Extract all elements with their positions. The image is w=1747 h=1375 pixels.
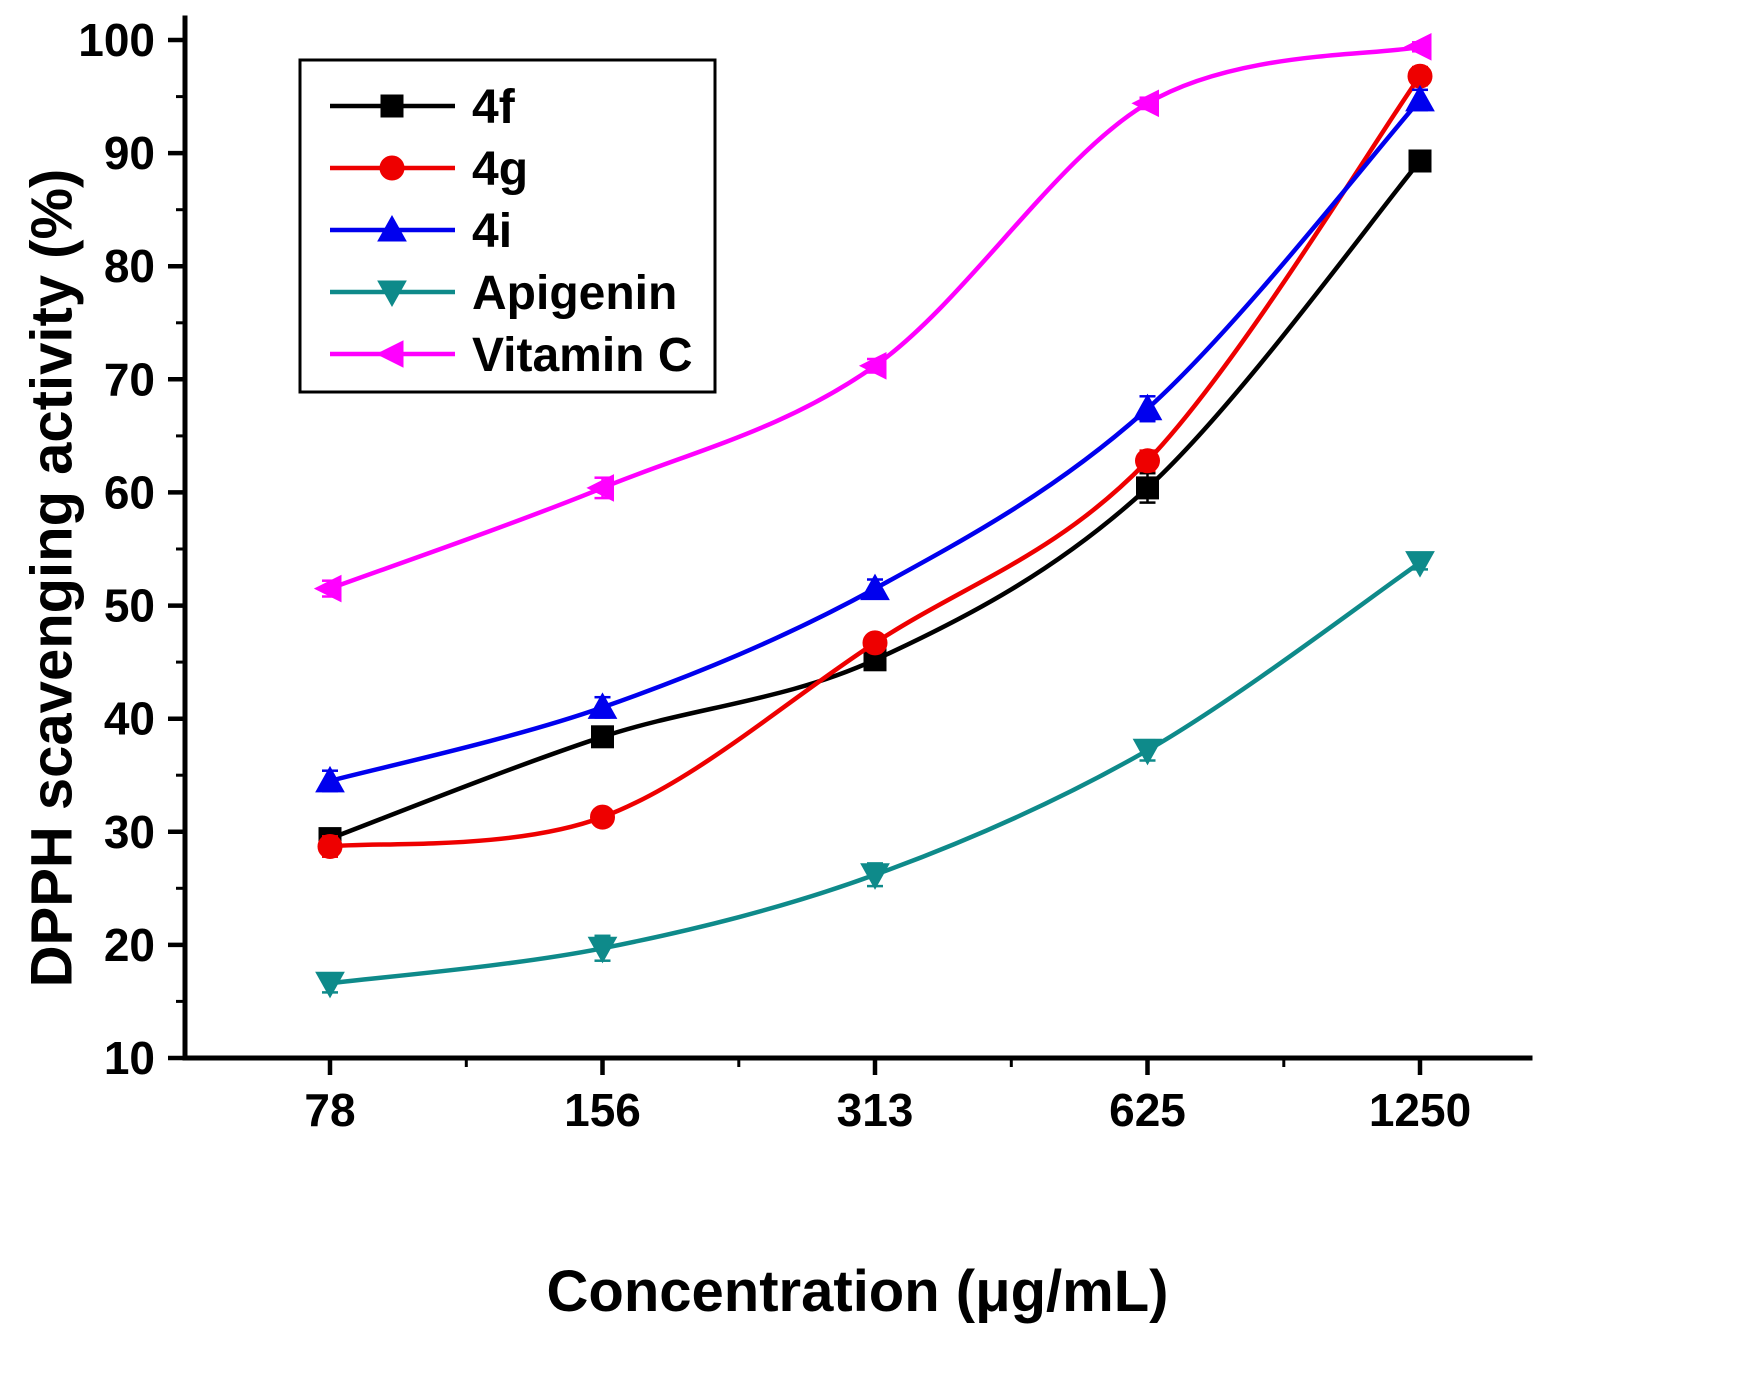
series-line [327,560,1423,986]
tick-label: 70 [104,353,155,405]
tick-label: 100 [78,14,155,66]
legend: 4f 4g 4i Apigenin Vitamin C [298,58,717,394]
tick-label: 10 [104,1032,155,1084]
data-point-marker [860,863,890,890]
legend-label: Vitamin C [472,329,693,382]
tick-label: 313 [837,1084,914,1136]
data-point-marker [1136,476,1159,500]
data-point-marker [1132,393,1163,421]
data-point-marker [377,214,407,242]
legend-entry-vitamin-c: Vitamin C [330,329,693,382]
legend-label: Apigenin [472,267,677,320]
series-line [327,73,1423,849]
series-vitamin-c [313,32,1432,603]
tick-label: 50 [104,580,155,632]
data-point-marker [587,692,618,719]
tick-label: 40 [104,693,155,745]
x-axis-title: Concentration (μg/mL) [546,1259,1169,1324]
series-line [327,158,1423,841]
legend-label: 4f [472,81,516,134]
data-point-marker [1407,63,1433,89]
series-line [327,97,1423,784]
legend-entry-apigenin: Apigenin [330,267,677,320]
legend-entry-4g: 4g [330,143,528,196]
data-point-marker [587,936,618,964]
data-point-marker [380,94,404,118]
data-point-marker [1132,738,1163,766]
tick-label: 80 [104,240,155,292]
tick-label: 20 [104,919,155,971]
data-point-marker [1408,149,1432,173]
tick-label: 625 [1109,1084,1186,1136]
x-axis: 78 156 313 625 1250 [182,1055,1533,1136]
legend-entry-4f: 4f [330,81,516,134]
tick-label: 78 [304,1084,355,1136]
tick-label: 90 [104,127,155,179]
legend-label: 4i [472,205,512,258]
data-point-marker [315,765,345,793]
legend-label: 4g [472,143,528,196]
data-point-marker [1403,32,1432,61]
data-point-marker [375,340,404,368]
tick-label: 1250 [1369,1084,1471,1136]
data-point-marker [1405,551,1435,578]
data-point-marker [858,351,887,380]
series-apigenin [315,551,1435,999]
series-4g [317,63,1433,859]
data-point-marker [379,155,405,181]
y-axis: 10 20 30 40 50 60 70 80 90 100 [78,14,188,1084]
data-point-marker [313,574,342,603]
y-axis-title: DPPH scavenging activity (%) [19,168,85,988]
tick-label: 30 [104,806,155,858]
series-4i [315,84,1435,793]
data-point-marker [1131,89,1159,118]
tick-label: 156 [564,1084,641,1136]
legend-box [298,58,717,394]
data-point-marker [1405,84,1435,112]
data-point-marker [377,280,407,308]
data-point-marker [590,804,615,830]
data-point-marker [1135,448,1160,474]
data-point-marker [860,573,890,601]
data-point-marker [586,474,614,502]
tick-label: 60 [104,466,155,518]
data-point-marker [315,971,345,999]
data-point-marker [862,630,888,656]
data-point-marker [591,725,614,749]
legend-entry-4i: 4i [330,205,512,258]
data-point-marker [317,834,343,859]
